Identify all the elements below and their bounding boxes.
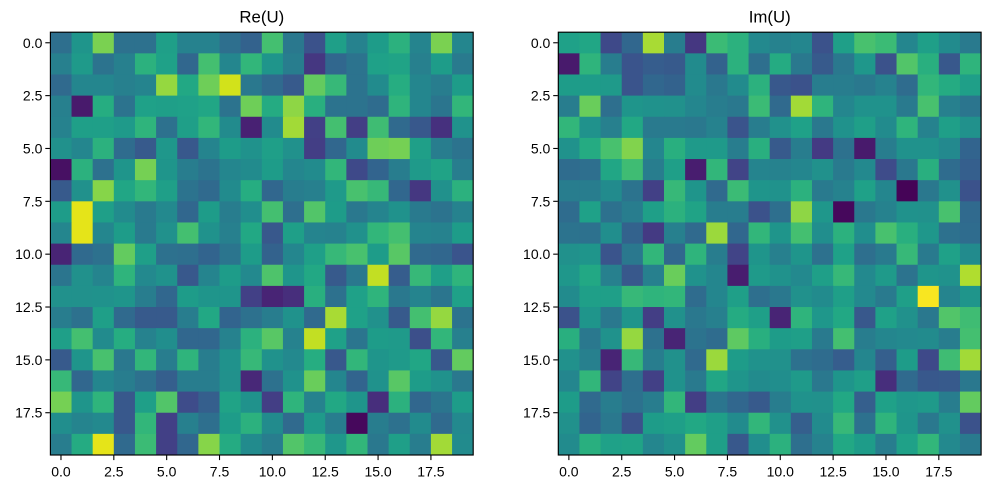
- svg-text:2.5: 2.5: [612, 464, 632, 480]
- svg-text:12.5: 12.5: [312, 464, 339, 480]
- svg-text:2.5: 2.5: [531, 88, 551, 104]
- svg-text:10.0: 10.0: [259, 464, 286, 480]
- svg-text:2.5: 2.5: [104, 464, 124, 480]
- svg-text:5.0: 5.0: [665, 464, 685, 480]
- svg-text:17.5: 17.5: [15, 405, 42, 421]
- svg-text:Re(U): Re(U): [239, 8, 284, 27]
- svg-text:10.0: 10.0: [767, 464, 794, 480]
- svg-text:5.0: 5.0: [157, 464, 177, 480]
- svg-text:7.5: 7.5: [718, 464, 738, 480]
- svg-text:15.0: 15.0: [364, 464, 391, 480]
- svg-text:0.0: 0.0: [23, 35, 43, 51]
- svg-text:17.5: 17.5: [523, 405, 550, 421]
- svg-text:7.5: 7.5: [531, 193, 551, 209]
- svg-text:7.5: 7.5: [210, 464, 230, 480]
- svg-text:12.5: 12.5: [523, 299, 550, 315]
- svg-text:15.0: 15.0: [15, 352, 42, 368]
- svg-text:12.5: 12.5: [819, 464, 846, 480]
- svg-text:17.5: 17.5: [925, 464, 952, 480]
- svg-text:15.0: 15.0: [523, 352, 550, 368]
- svg-text:2.5: 2.5: [23, 88, 43, 104]
- svg-text:15.0: 15.0: [872, 464, 899, 480]
- svg-text:17.5: 17.5: [417, 464, 444, 480]
- svg-text:5.0: 5.0: [531, 140, 551, 156]
- svg-text:0.0: 0.0: [559, 464, 579, 480]
- svg-text:10.0: 10.0: [523, 246, 550, 262]
- svg-text:0.0: 0.0: [51, 464, 71, 480]
- svg-text:7.5: 7.5: [23, 193, 43, 209]
- svg-text:5.0: 5.0: [23, 140, 43, 156]
- svg-text:10.0: 10.0: [15, 246, 42, 262]
- svg-text:0.0: 0.0: [531, 35, 551, 51]
- svg-text:Im(U): Im(U): [749, 8, 791, 27]
- svg-text:12.5: 12.5: [15, 299, 42, 315]
